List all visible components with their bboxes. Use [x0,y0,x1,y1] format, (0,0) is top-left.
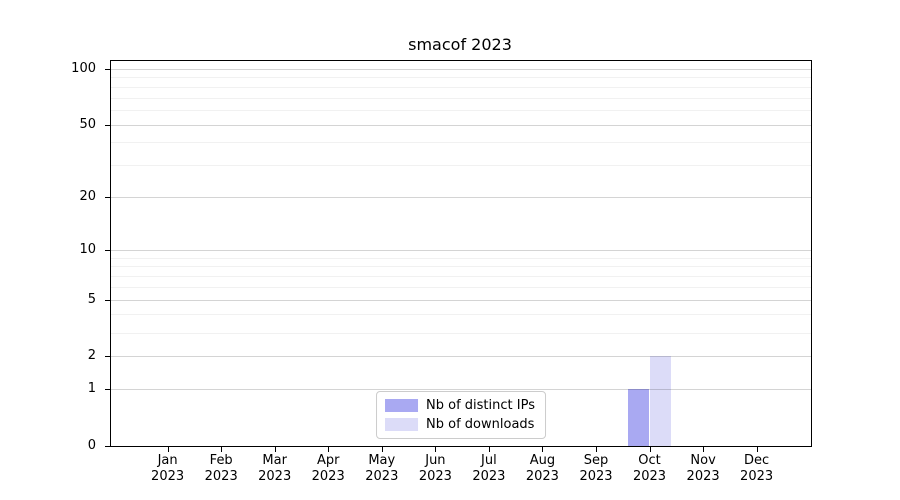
y-tick-label: 20 [79,189,96,205]
y-tick [105,68,111,70]
y-gridline [111,68,811,70]
x-tick [328,446,330,452]
y-tick-label: 2 [87,348,96,364]
y-gridline [111,124,811,126]
y-minor-gridline [111,276,811,277]
x-tick-month: Apr [316,453,340,468]
y-minor-gridline [111,109,811,111]
x-tick-label: Apr 2023 [296,453,360,485]
x-tick-label: Feb 2023 [189,453,253,485]
y-gridline [111,250,811,251]
y-tick [105,124,111,126]
x-tick-month: Jul [481,453,497,468]
y-tick [105,197,111,199]
x-tick-month: Sep [583,453,609,468]
x-tick-month: Feb [209,453,233,468]
x-tick-year: 2023 [579,469,613,484]
y-tick-label: 100 [71,60,96,76]
x-tick [756,446,758,452]
x-tick-year: 2023 [525,469,559,484]
x-tick-month: Mar [262,453,287,468]
y-tick [105,389,111,391]
x-tick-year: 2023 [365,469,399,484]
x-tick [703,446,705,452]
y-minor-gridline [111,314,811,316]
x-tick [542,446,544,452]
y-minor-gridline [111,332,811,334]
x-tick-month: Oct [638,453,661,468]
y-minor-gridline [111,142,811,144]
y-tick-label: 5 [87,291,96,307]
x-tick-label: Jan 2023 [136,453,200,485]
x-tick [596,446,597,452]
y-tick-label: 10 [79,242,96,257]
x-tick [435,446,437,452]
y-minor-gridline [111,86,811,88]
x-tick [274,446,276,452]
x-tick-month: Jan [157,453,178,468]
x-tick [167,446,169,452]
y-minor-gridline [111,77,811,79]
x-tick [221,446,223,452]
x-tick-label: Jul 2023 [457,453,521,485]
x-tick-month: Jun [425,453,446,468]
x-tick-label: Sep 2023 [564,453,628,485]
y-minor-gridline [111,286,811,288]
x-tick-label: Aug 2023 [510,453,574,485]
x-tick-year: 2023 [740,469,774,484]
chart-title: smacof 2023 [408,35,512,54]
legend-swatch-downloads [385,418,419,431]
x-tick-label: May 2023 [350,453,414,485]
y-tick-label: 0 [87,438,96,453]
x-tick-month: Dec [744,453,770,468]
x-tick-month: Nov [690,453,716,468]
x-tick-month: May [368,453,396,468]
x-tick-year: 2023 [686,469,720,484]
y-tick-label: 1 [87,381,96,397]
legend-label-downloads: Nb of downloads [426,417,535,432]
y-minor-gridline [111,266,811,268]
x-tick-label: Oct 2023 [618,453,682,485]
x-tick [381,446,383,452]
x-tick-year: 2023 [204,469,238,484]
y-tick [105,299,111,301]
bar-distinct-ips [628,389,650,446]
x-tick-year: 2023 [258,469,292,484]
bar-downloads [649,356,671,446]
y-gridline [111,356,811,358]
x-tick-label: Jun 2023 [403,453,467,485]
legend-label-distinct-ips: Nb of distinct IPs [426,398,535,413]
legend: Nb of distinct IPs Nb of downloads [376,391,546,439]
x-tick-label: Nov 2023 [671,453,735,485]
y-gridline [111,299,811,301]
x-tick-year: 2023 [472,469,506,484]
y-tick-label: 50 [79,116,96,132]
legend-item-distinct-ips: Nb of distinct IPs [385,398,535,413]
x-tick-label: Dec 2023 [725,453,789,485]
x-tick-year: 2023 [632,469,667,484]
y-tick [105,446,111,447]
legend-item-downloads: Nb of downloads [385,417,535,432]
x-tick-label: Mar 2023 [243,453,307,485]
plot-area: Nb of distinct IPs Nb of downloads 0 1 2 5 1… [71,60,812,484]
x-tick-year: 2023 [151,469,185,484]
y-minor-gridline [111,257,811,259]
y-tick [105,250,111,251]
x-tick-year: 2023 [311,469,345,484]
y-minor-gridline [111,97,811,99]
x-tick [649,446,651,452]
y-tick [105,356,111,358]
y-gridline [111,197,811,199]
x-tick [488,446,490,452]
x-tick-month: Aug [529,453,556,468]
x-tick-year: 2023 [418,469,452,484]
y-minor-gridline [111,165,811,167]
legend-swatch-distinct-ips [385,399,419,412]
